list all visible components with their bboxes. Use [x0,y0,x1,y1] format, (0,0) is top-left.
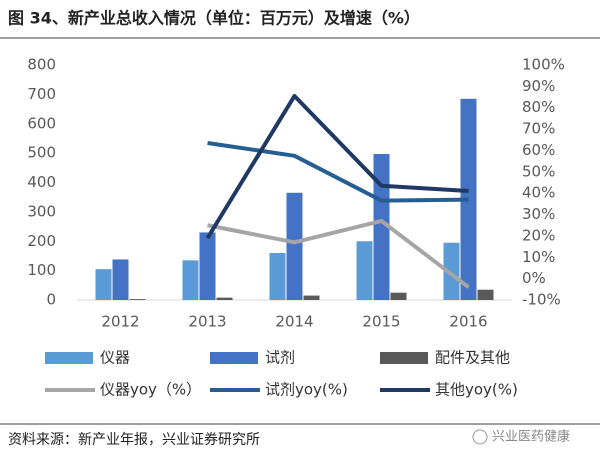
bar [460,98,477,300]
y2-tick-label: -10% [522,291,561,309]
y2-tick-label: 10% [522,248,555,266]
bar [373,154,390,300]
bar [269,253,286,300]
y2-tick-label: 70% [522,120,555,138]
y-tick-label: 400 [27,173,56,191]
watermark: 兴业医药健康 [492,429,570,445]
line [207,140,469,203]
y2-tick-label: 30% [522,205,555,223]
legend-label: 配件及其他 [435,349,510,367]
bar [443,242,460,300]
legend-label: 仪器 [100,349,130,367]
y-tick-label: 800 [27,56,56,74]
y2-tick-label: 60% [522,141,555,159]
y2-tick-label: 90% [522,77,555,95]
bar [182,260,199,300]
x-tick-label: 2015 [362,313,400,331]
legend-swatch [380,352,428,364]
bar [303,295,320,300]
bar [112,259,129,300]
x-tick-label: 2016 [449,313,487,331]
legend-swatch [45,352,93,364]
bar [199,232,216,300]
bar [356,241,373,300]
line [207,218,470,289]
y2-tick-label: 50% [522,162,555,180]
x-tick-label: 2013 [188,313,226,331]
bar [95,269,112,300]
bar [286,192,303,300]
legend-label: 试剂 [265,349,295,367]
y2-tick-label: 100% [522,56,565,74]
bar [477,289,494,300]
legend-label: 仪器yoy（%） [100,381,201,399]
y-tick-label: 500 [27,144,56,162]
x-tick-label: 2014 [275,313,313,331]
legend-label: 试剂yoy(%) [265,381,348,399]
y-tick-label: 700 [27,85,56,103]
source-note: 资料来源：新产业年报，兴业证券研究所 [8,432,260,448]
y2-tick-label: 80% [522,98,555,116]
y-tick-label: 0 [46,291,56,309]
y2-tick-label: 0% [522,269,546,287]
y-tick-label: 300 [27,202,56,220]
y-tick-label: 100 [27,261,56,279]
bar [216,297,233,300]
y-tick-label: 200 [27,232,56,250]
y2-tick-label: 40% [522,184,555,202]
watermark-icon [472,429,488,445]
bar [129,299,146,300]
chart-title: 图 34、新产业总收入情况（单位：百万元）及增速（%） [8,9,420,28]
y2-tick-label: 20% [522,226,555,244]
bar [390,292,407,300]
line [205,93,469,240]
legend-label: 其他yoy(%) [435,381,518,399]
y-tick-label: 600 [27,114,56,132]
legend-swatch [210,352,258,364]
x-tick-label: 2012 [101,313,139,331]
